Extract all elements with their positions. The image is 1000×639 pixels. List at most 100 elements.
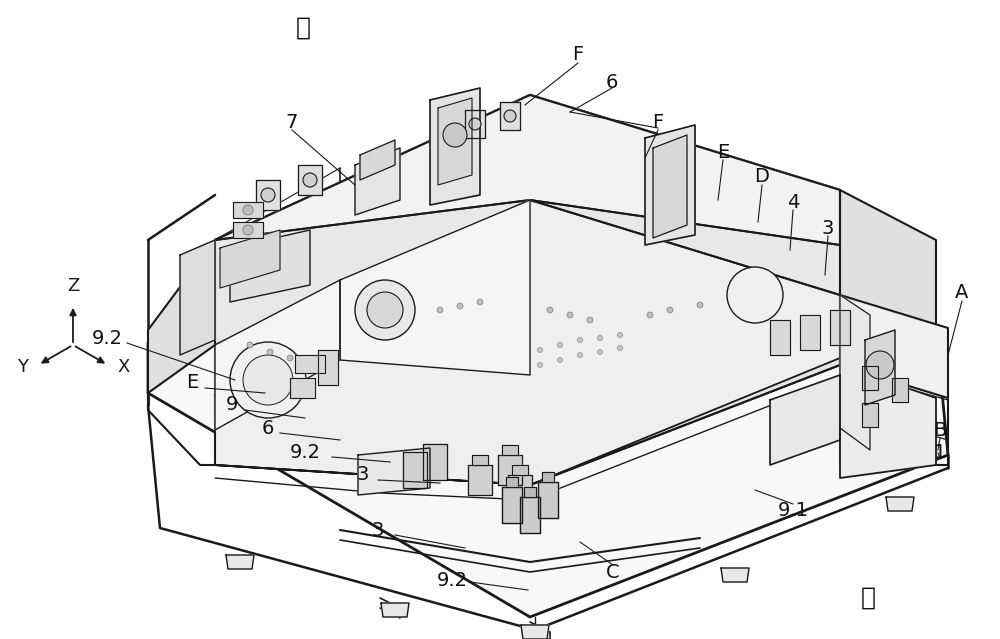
Circle shape — [243, 225, 253, 235]
Circle shape — [261, 188, 275, 202]
Polygon shape — [512, 465, 528, 475]
Polygon shape — [498, 455, 522, 485]
Circle shape — [647, 312, 653, 318]
Polygon shape — [502, 487, 522, 523]
Polygon shape — [295, 355, 325, 373]
Polygon shape — [521, 625, 549, 639]
Polygon shape — [840, 190, 936, 328]
Text: 9.1: 9.1 — [778, 500, 808, 520]
Polygon shape — [524, 487, 536, 497]
Polygon shape — [538, 482, 558, 518]
Polygon shape — [215, 200, 840, 485]
Text: C: C — [606, 562, 620, 581]
Text: 3: 3 — [822, 219, 834, 238]
Circle shape — [618, 346, 622, 351]
Circle shape — [287, 355, 293, 361]
Text: 后: 后 — [296, 16, 310, 40]
Text: E: E — [186, 374, 198, 392]
Polygon shape — [465, 110, 485, 138]
Polygon shape — [770, 320, 790, 355]
Polygon shape — [355, 148, 400, 215]
Text: Z: Z — [67, 277, 79, 295]
Polygon shape — [542, 472, 554, 482]
Circle shape — [230, 342, 306, 418]
Text: Y: Y — [17, 358, 28, 376]
Polygon shape — [865, 330, 895, 405]
Polygon shape — [215, 358, 840, 485]
Circle shape — [538, 362, 542, 367]
Polygon shape — [800, 315, 820, 350]
Polygon shape — [840, 295, 948, 398]
Polygon shape — [502, 445, 518, 455]
Polygon shape — [220, 230, 280, 288]
Polygon shape — [892, 378, 908, 402]
Circle shape — [367, 292, 403, 328]
Circle shape — [866, 351, 894, 379]
Circle shape — [303, 173, 317, 187]
Circle shape — [558, 357, 562, 362]
Circle shape — [578, 353, 582, 357]
Text: F: F — [572, 45, 584, 65]
Circle shape — [598, 350, 602, 355]
Circle shape — [443, 123, 467, 147]
Polygon shape — [233, 222, 263, 238]
Polygon shape — [403, 452, 427, 488]
Circle shape — [243, 355, 293, 405]
Polygon shape — [840, 365, 936, 478]
Circle shape — [437, 307, 443, 313]
Circle shape — [727, 267, 783, 323]
Circle shape — [618, 332, 622, 337]
Text: 1: 1 — [934, 442, 946, 461]
Polygon shape — [360, 140, 395, 180]
Polygon shape — [770, 375, 840, 465]
Polygon shape — [830, 310, 850, 345]
Polygon shape — [500, 102, 520, 130]
Text: 3: 3 — [372, 521, 384, 539]
Polygon shape — [148, 240, 215, 393]
Polygon shape — [290, 378, 315, 398]
Polygon shape — [840, 295, 870, 450]
Polygon shape — [653, 135, 687, 238]
Polygon shape — [468, 465, 492, 495]
Text: B: B — [933, 420, 947, 440]
Circle shape — [547, 307, 553, 313]
Text: 9: 9 — [226, 396, 238, 415]
Circle shape — [477, 299, 483, 305]
Circle shape — [598, 335, 602, 341]
Circle shape — [587, 317, 593, 323]
Circle shape — [457, 303, 463, 309]
Text: 前: 前 — [860, 586, 876, 610]
Circle shape — [667, 307, 673, 313]
Text: 4: 4 — [787, 192, 799, 212]
Text: 6: 6 — [606, 72, 618, 91]
Polygon shape — [520, 497, 540, 533]
Text: 9.2: 9.2 — [290, 442, 320, 461]
Polygon shape — [358, 448, 430, 495]
Polygon shape — [862, 403, 878, 427]
Polygon shape — [508, 475, 532, 505]
Text: 3: 3 — [357, 465, 369, 484]
Text: E: E — [717, 142, 729, 162]
Polygon shape — [230, 230, 310, 302]
Polygon shape — [318, 350, 338, 385]
Polygon shape — [340, 200, 530, 375]
Polygon shape — [506, 477, 518, 487]
Circle shape — [247, 342, 253, 348]
Polygon shape — [862, 366, 878, 390]
Circle shape — [697, 302, 703, 308]
Circle shape — [538, 348, 542, 353]
Circle shape — [267, 349, 273, 355]
Polygon shape — [381, 603, 409, 617]
Text: 9.2: 9.2 — [92, 328, 122, 348]
Circle shape — [578, 337, 582, 343]
Polygon shape — [215, 95, 840, 245]
Text: 7: 7 — [286, 112, 298, 132]
Polygon shape — [215, 280, 340, 430]
Text: A: A — [955, 284, 969, 302]
Polygon shape — [886, 497, 914, 511]
Circle shape — [558, 343, 562, 348]
Polygon shape — [645, 125, 695, 245]
Circle shape — [243, 205, 253, 215]
Polygon shape — [438, 98, 472, 185]
Polygon shape — [215, 200, 840, 345]
